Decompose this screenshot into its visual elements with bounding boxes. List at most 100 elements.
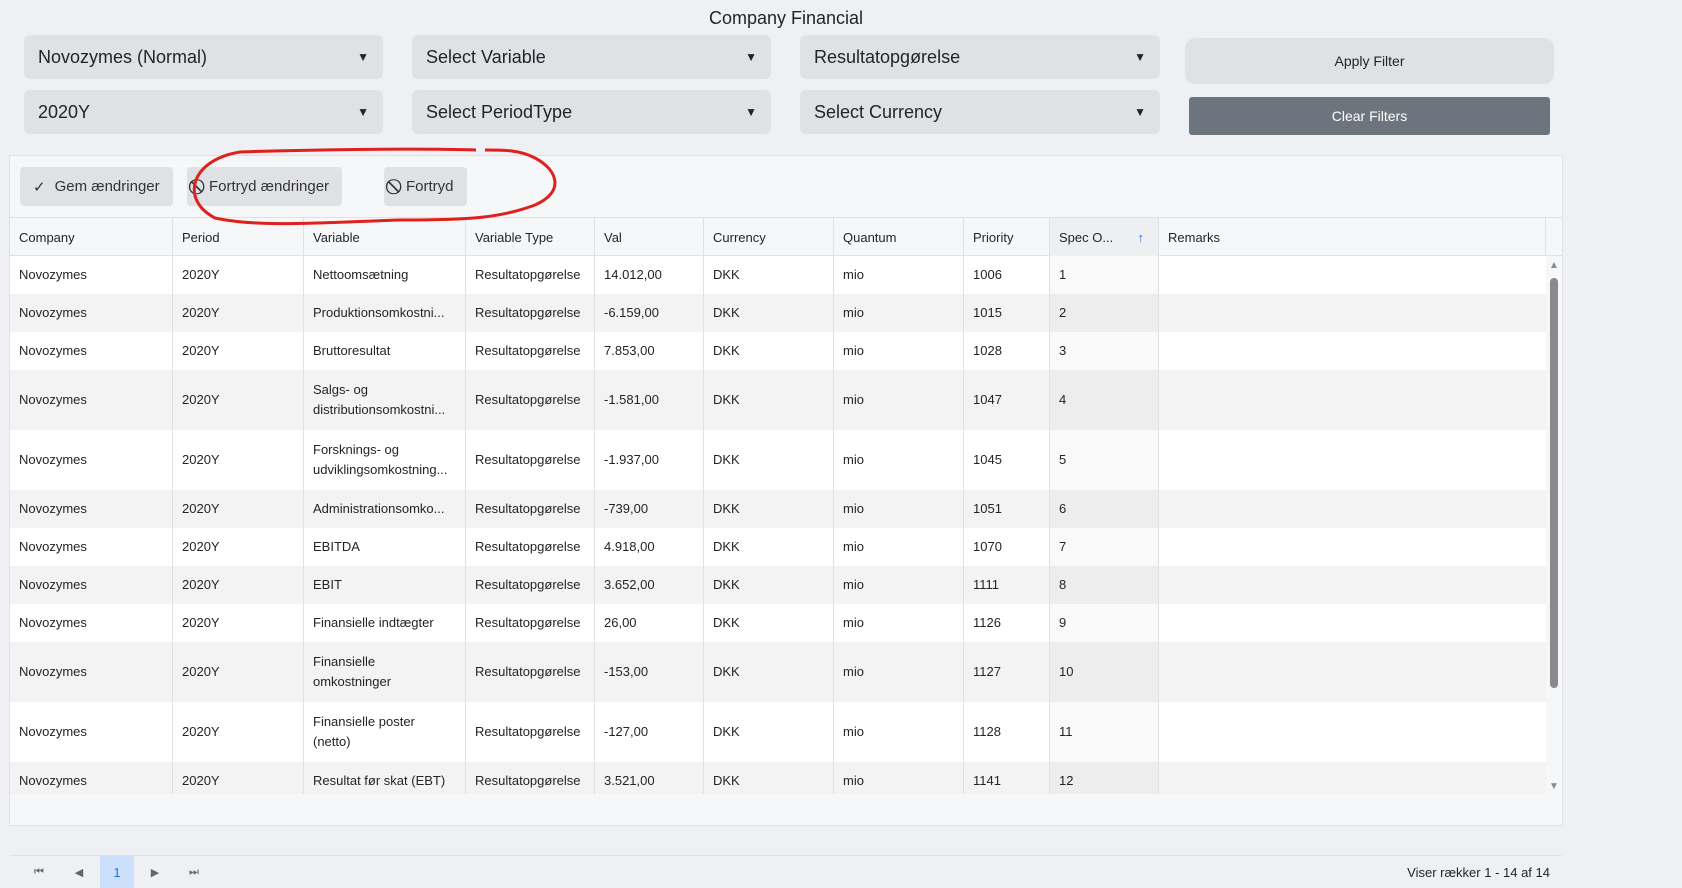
column-header[interactable]: Remarks	[1159, 218, 1546, 256]
table-row[interactable]: Novozymes 2020Y Finansielle indtægter Resul…	[10, 604, 1546, 642]
table-cell[interactable]: EBITDA	[304, 528, 466, 566]
table-row[interactable]: Novozymes 2020Y Finansielle poster (netto)…	[10, 702, 1546, 762]
table-cell[interactable]: 2020Y	[173, 490, 304, 528]
table-cell[interactable]: Novozymes	[10, 528, 173, 566]
table-row[interactable]: Novozymes 2020Y Salgs- og distributionsomk…	[10, 370, 1546, 430]
table-cell[interactable]: 1070	[964, 528, 1050, 566]
table-cell[interactable]: Novozymes	[10, 604, 173, 642]
variable-select[interactable]: Select Variable ▼	[412, 35, 771, 79]
prev-page-icon[interactable]: ◀	[74, 866, 84, 879]
currency-select[interactable]: Select Currency ▼	[800, 90, 1160, 134]
table-cell[interactable]: 26,00	[595, 604, 704, 642]
table-cell[interactable]: DKK	[704, 604, 834, 642]
scroll-up-arrow-icon[interactable]: ▲	[1549, 260, 1559, 271]
table-cell[interactable]: Administrationsomko...	[304, 490, 466, 528]
clear-filters-button[interactable]: Clear Filters	[1189, 97, 1550, 135]
table-cell[interactable]: 7.853,00	[595, 332, 704, 370]
table-cell[interactable]: 3.652,00	[595, 566, 704, 604]
table-row[interactable]: Novozymes 2020Y Resultat før skat (EBT) Res…	[10, 762, 1546, 794]
table-cell[interactable]: DKK	[704, 762, 834, 794]
table-cell[interactable]: Finansielle poster (netto)	[304, 702, 466, 762]
table-cell[interactable]: -153,00	[595, 642, 704, 702]
table-cell[interactable]: mio	[834, 566, 964, 604]
table-cell[interactable]: Finansielle omkostninger	[304, 642, 466, 702]
table-cell[interactable]: Resultatopgørelse	[466, 566, 595, 604]
table-cell[interactable]: 1111	[964, 566, 1050, 604]
first-page-icon[interactable]: ⏮	[34, 865, 44, 878]
table-row[interactable]: Novozymes 2020Y Nettoomsætning Resultatopgø…	[10, 256, 1546, 294]
apply-filter-button[interactable]: Apply Filter	[1185, 38, 1554, 84]
table-cell[interactable]: Novozymes	[10, 370, 173, 430]
table-cell[interactable]: Resultatopgørelse	[466, 332, 595, 370]
table-cell[interactable]: DKK	[704, 370, 834, 430]
table-cell[interactable]: DKK	[704, 430, 834, 490]
table-row[interactable]: Novozymes 2020Y Finansielle omkostninger Re…	[10, 642, 1546, 702]
table-cell[interactable]: EBIT	[304, 566, 466, 604]
table-cell[interactable]: Finansielle indtægter	[304, 604, 466, 642]
vertical-scrollbar[interactable]: ▲ ▼	[1546, 256, 1562, 794]
table-cell[interactable]: mio	[834, 762, 964, 794]
table-cell[interactable]: mio	[834, 370, 964, 430]
table-cell[interactable]: DKK	[704, 642, 834, 702]
last-page-icon[interactable]: ⏭	[189, 865, 199, 878]
table-cell[interactable]: Nettoomsætning	[304, 256, 466, 294]
company-select[interactable]: Novozymes (Normal) ▼	[24, 35, 383, 79]
table-cell[interactable]: 2020Y	[173, 702, 304, 762]
table-cell[interactable]: Resultatopgørelse	[466, 370, 595, 430]
table-cell[interactable]: 1015	[964, 294, 1050, 332]
table-cell[interactable]: mio	[834, 256, 964, 294]
table-cell[interactable]: DKK	[704, 332, 834, 370]
table-cell[interactable]: Novozymes	[10, 762, 173, 794]
table-cell[interactable]: 8	[1050, 566, 1159, 604]
table-cell[interactable]: Resultatopgørelse	[466, 604, 595, 642]
table-cell[interactable]: 1126	[964, 604, 1050, 642]
table-cell[interactable]: 1051	[964, 490, 1050, 528]
table-cell[interactable]: 6	[1050, 490, 1159, 528]
table-cell[interactable]: -1.937,00	[595, 430, 704, 490]
table-cell[interactable]: 1006	[964, 256, 1050, 294]
table-cell[interactable]: Resultatopgørelse	[466, 762, 595, 794]
table-cell[interactable]: 5	[1050, 430, 1159, 490]
table-cell[interactable]: 2020Y	[173, 332, 304, 370]
revert-changes-button[interactable]: ⃠Fortryd ændringer	[187, 167, 343, 206]
next-page-icon[interactable]: ▶	[150, 866, 160, 879]
table-cell[interactable]: Produktionsomkostni...	[304, 294, 466, 332]
table-cell[interactable]: 4.918,00	[595, 528, 704, 566]
table-cell[interactable]: Resultatopgørelse	[466, 430, 595, 490]
sort-ascending-icon[interactable]: ↑	[1137, 229, 1145, 245]
table-row[interactable]: Novozymes 2020Y Produktionsomkostni... Resu…	[10, 294, 1546, 332]
table-cell[interactable]: Resultatopgørelse	[466, 702, 595, 762]
table-cell[interactable]: 2020Y	[173, 430, 304, 490]
table-cell[interactable]: DKK	[704, 566, 834, 604]
table-cell[interactable]: -6.159,00	[595, 294, 704, 332]
table-cell[interactable]: Novozymes	[10, 430, 173, 490]
column-header[interactable]: Period	[173, 218, 304, 256]
table-row[interactable]: Novozymes 2020Y Bruttoresultat Resultatopgø…	[10, 332, 1546, 370]
table-cell[interactable]: mio	[834, 604, 964, 642]
period-type-select[interactable]: Select PeriodType ▼	[412, 90, 771, 134]
table-cell[interactable]: 1128	[964, 702, 1050, 762]
table-cell[interactable]: mio	[834, 294, 964, 332]
table-cell[interactable]: 2020Y	[173, 294, 304, 332]
scroll-down-arrow-icon[interactable]: ▼	[1549, 781, 1559, 792]
variable-type-select[interactable]: Resultatopgørelse ▼	[800, 35, 1160, 79]
table-cell[interactable]: Novozymes	[10, 294, 173, 332]
column-header[interactable]: Quantum	[834, 218, 964, 256]
table-cell[interactable]: 10	[1050, 642, 1159, 702]
table-cell[interactable]: 1047	[964, 370, 1050, 430]
table-row[interactable]: Novozymes 2020Y EBITDA Resultatopgørelse 4.9…	[10, 528, 1546, 566]
table-cell[interactable]: Resultatopgørelse	[466, 528, 595, 566]
revert-button[interactable]: ⃠Fortryd	[384, 167, 467, 206]
table-row[interactable]: Novozymes 2020Y Administrationsomko... Resu…	[10, 490, 1546, 528]
table-cell[interactable]: 9	[1050, 604, 1159, 642]
table-cell[interactable]: 7	[1050, 528, 1159, 566]
table-cell[interactable]: 12	[1050, 762, 1159, 794]
table-cell[interactable]: Novozymes	[10, 256, 173, 294]
table-cell[interactable]: Bruttoresultat	[304, 332, 466, 370]
column-header[interactable]: Currency	[704, 218, 834, 256]
table-cell[interactable]: 1045	[964, 430, 1050, 490]
table-cell[interactable]: mio	[834, 490, 964, 528]
column-header[interactable]: Variable Type	[466, 218, 595, 256]
table-cell[interactable]: mio	[834, 702, 964, 762]
column-header[interactable]: Variable	[304, 218, 466, 256]
